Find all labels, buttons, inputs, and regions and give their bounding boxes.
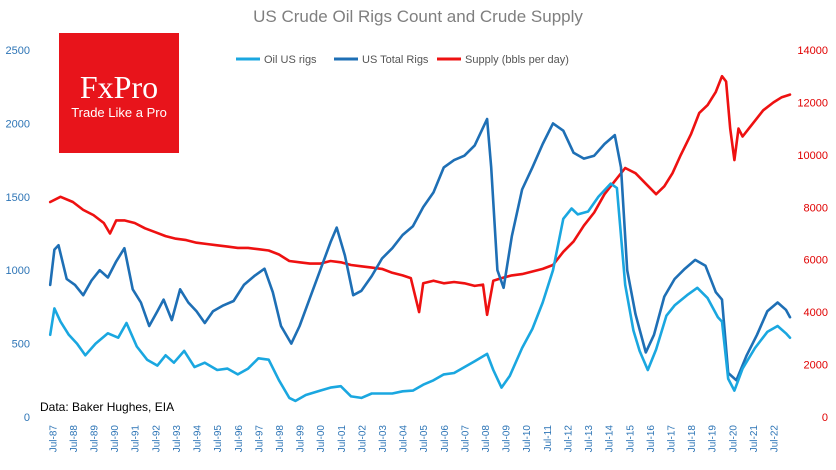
left-tick-label: 1500 (6, 192, 30, 204)
right-tick-label: 4000 (804, 307, 828, 319)
legend-label: Oil US rigs (264, 54, 317, 66)
series-layer (48, 74, 792, 403)
legend-label: US Total Rigs (362, 54, 429, 66)
x-tick-label: Jul-95 (213, 425, 224, 453)
oil-us-rigs-line (48, 182, 792, 403)
x-tick-label: Jul-89 (90, 425, 101, 453)
x-tick-label: Jul-10 (522, 425, 533, 453)
x-tick-label: Jul-13 (584, 425, 595, 453)
x-tick-label: Jul-03 (378, 425, 389, 453)
x-tick-label: Jul-14 (605, 425, 616, 453)
left-tick-label: 500 (12, 339, 30, 351)
x-tick-label: Jul-93 (172, 425, 183, 453)
right-axis: 0 2000 4000 6000 8000 10000 12000 14000 (797, 45, 828, 424)
x-tick-label: Jul-17 (666, 425, 677, 453)
x-tick-label: Jul-96 (234, 425, 245, 453)
x-tick-label: Jul-00 (316, 425, 327, 453)
left-tick-label: 1000 (6, 265, 30, 277)
x-tick-label: Jul-90 (110, 425, 121, 453)
x-tick-label: Jul-12 (563, 425, 574, 453)
x-tick-label: Jul-02 (357, 425, 368, 453)
x-axis: Jul-87 Jul-88 Jul-89 Jul-90 Jul-91 Jul-92 Jul-… (48, 425, 780, 453)
x-tick-label: Jul-18 (687, 425, 698, 453)
right-tick-label: 14000 (797, 45, 828, 57)
x-tick-label: Jul-92 (151, 425, 162, 453)
chart-title: US Crude Oil Rigs Count and Crude Supply (253, 7, 583, 26)
source-note: Data: Baker Hughes, EIA (40, 400, 174, 414)
left-tick-label: 0 (24, 412, 30, 424)
x-tick-label: Jul-05 (419, 425, 430, 453)
right-tick-label: 6000 (804, 255, 828, 267)
left-tick-label: 2500 (6, 45, 30, 57)
logo-brand: FxPro (80, 69, 158, 105)
x-tick-label: Jul-20 (728, 425, 739, 453)
x-tick-label: Jul-19 (708, 425, 719, 453)
x-tick-label: Jul-09 (502, 425, 513, 453)
right-tick-label: 12000 (797, 97, 828, 109)
right-tick-label: 10000 (797, 150, 828, 162)
left-axis: 0 500 1000 1500 2000 2500 (6, 45, 30, 424)
x-tick-label: Jul-97 (254, 425, 265, 453)
x-tick-label: Jul-11 (543, 425, 554, 452)
x-tick-label: Jul-91 (131, 425, 142, 453)
fxpro-logo: FxPro Trade Like a Pro (59, 33, 179, 153)
x-tick-label: Jul-04 (399, 425, 410, 453)
x-tick-label: Jul-87 (48, 425, 59, 453)
chart-legend: Oil US rigs US Total Rigs Supply (bbls per… (236, 54, 569, 66)
us-total-rigs-line (48, 117, 792, 382)
x-tick-label: Jul-16 (646, 425, 657, 453)
logo-tagline: Trade Like a Pro (71, 105, 167, 120)
x-tick-label: Jul-08 (481, 425, 492, 453)
x-tick-label: Jul-99 (296, 425, 307, 453)
x-tick-label: Jul-01 (337, 425, 348, 453)
crude-supply-line (48, 74, 792, 317)
x-tick-label: Jul-22 (770, 425, 781, 453)
x-tick-label: Jul-15 (625, 425, 636, 453)
legend-label: Supply (bbls per day) (465, 54, 569, 66)
x-tick-label: Jul-07 (460, 425, 471, 453)
right-tick-label: 8000 (804, 202, 828, 214)
right-tick-label: 0 (822, 412, 828, 424)
x-tick-label: Jul-94 (193, 425, 204, 453)
left-tick-label: 2000 (6, 118, 30, 130)
logo-background (59, 33, 179, 153)
x-tick-label: Jul-98 (275, 425, 286, 453)
x-tick-label: Jul-21 (749, 425, 760, 453)
right-tick-label: 2000 (804, 360, 828, 372)
x-tick-label: Jul-06 (440, 425, 451, 453)
x-tick-label: Jul-88 (69, 425, 80, 453)
